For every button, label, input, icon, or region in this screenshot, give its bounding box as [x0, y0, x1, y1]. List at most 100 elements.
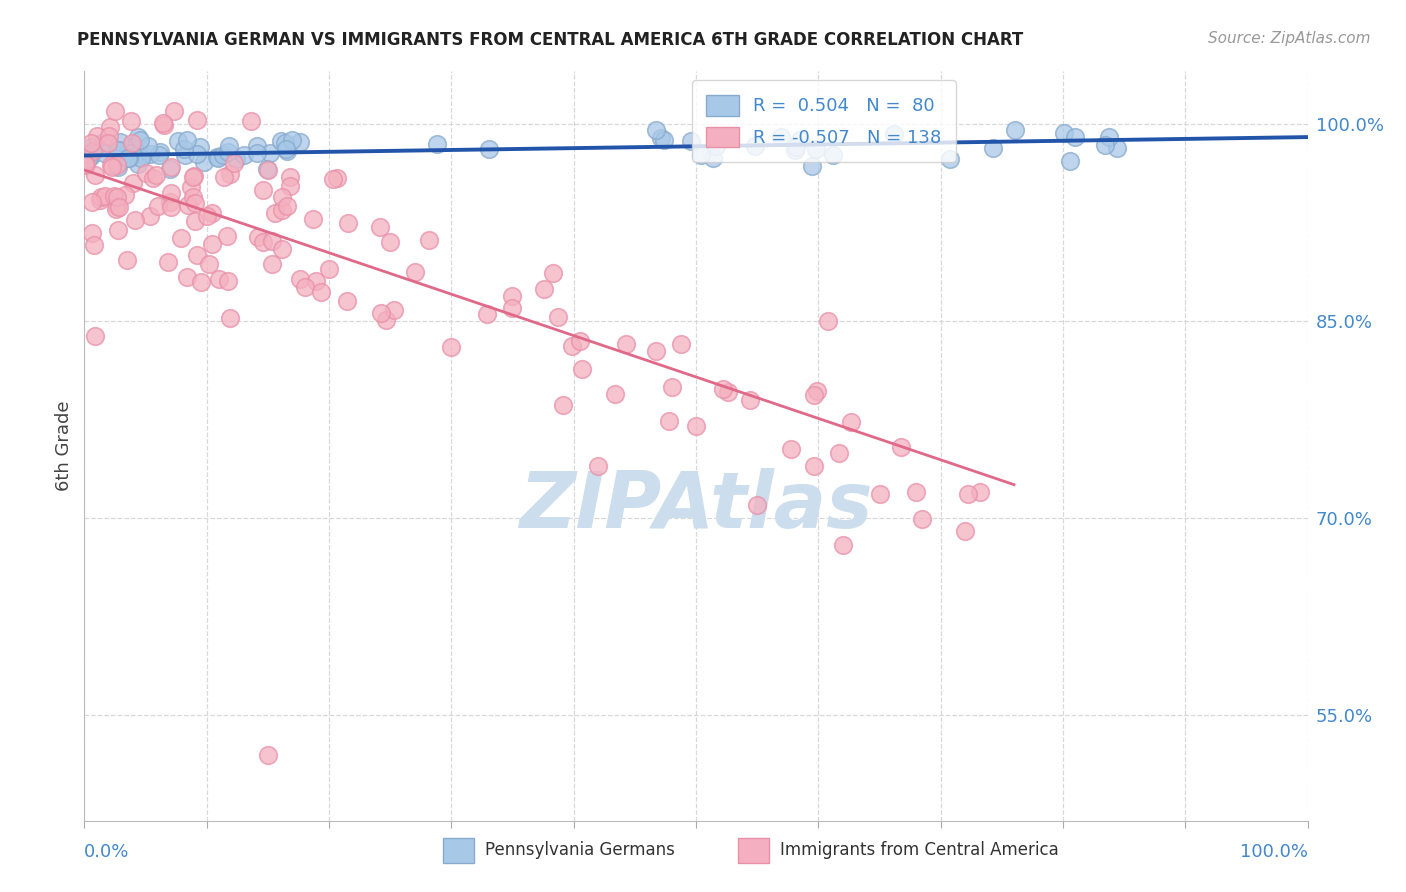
Point: [77, 146, 100, 161]
Point: [200, 205, 222, 219]
Point: [93, 146, 115, 161]
Point: [184, 213, 207, 227]
Point: [553, 398, 575, 412]
Point: [217, 274, 239, 288]
Point: [75, 157, 97, 171]
Point: [252, 235, 274, 249]
Point: [153, 118, 176, 132]
Point: [139, 210, 162, 224]
Point: [336, 294, 359, 309]
Point: [803, 388, 825, 402]
Point: [120, 114, 142, 128]
Point: [404, 265, 426, 279]
Point: [370, 306, 392, 320]
Point: [146, 199, 169, 213]
Point: [543, 267, 565, 281]
Point: [278, 169, 301, 184]
Point: [561, 338, 583, 352]
Point: [309, 285, 332, 300]
Point: [288, 136, 311, 150]
Point: [257, 747, 280, 762]
Point: [218, 139, 240, 153]
Point: [93, 189, 115, 203]
Point: [98, 128, 121, 143]
Point: [475, 307, 498, 321]
Point: [118, 152, 141, 166]
Point: [711, 382, 734, 396]
Point: [108, 143, 131, 157]
Point: [264, 205, 287, 219]
Point: [108, 135, 131, 149]
Point: [1098, 129, 1121, 144]
Point: [160, 186, 183, 201]
Point: [252, 183, 274, 197]
Point: [669, 336, 692, 351]
Point: [184, 196, 207, 211]
Point: [173, 148, 195, 162]
Point: [744, 139, 766, 153]
Point: [181, 169, 204, 184]
Point: [181, 190, 204, 204]
Point: [418, 233, 440, 247]
Point: [939, 153, 962, 167]
Point: [380, 235, 402, 250]
Point: [207, 150, 229, 164]
Point: [118, 146, 141, 161]
Point: [79, 136, 101, 150]
Point: [190, 276, 212, 290]
Point: [82, 144, 104, 158]
Point: [981, 141, 1004, 155]
Point: [80, 149, 103, 163]
Point: [839, 416, 862, 430]
Point: [188, 140, 211, 154]
Point: [198, 257, 221, 271]
Point: [785, 140, 807, 154]
Point: [80, 226, 103, 240]
Point: [702, 152, 724, 166]
Point: [145, 168, 167, 182]
Point: [747, 498, 769, 512]
Legend: R =  0.504   N =  80, R = -0.507   N = 138: R = 0.504 N = 80, R = -0.507 N = 138: [692, 80, 956, 161]
Point: [689, 148, 711, 162]
Point: [159, 200, 181, 214]
Point: [180, 179, 202, 194]
Point: [104, 202, 127, 216]
Point: [740, 392, 762, 407]
Point: [803, 458, 825, 473]
Point: [173, 142, 195, 156]
Point: [911, 512, 934, 526]
Point: [294, 280, 316, 294]
Point: [91, 136, 114, 150]
Point: [89, 193, 111, 207]
Point: [80, 194, 103, 209]
Point: [783, 144, 806, 158]
Point: [806, 142, 828, 156]
Point: [302, 211, 325, 226]
Point: [478, 142, 501, 156]
Point: [195, 209, 218, 223]
Point: [652, 133, 675, 147]
Point: [800, 159, 823, 173]
Point: [86, 128, 108, 143]
Point: [644, 343, 666, 358]
Point: [107, 143, 129, 157]
Point: [281, 133, 304, 147]
Point: [318, 261, 340, 276]
Point: [105, 158, 128, 172]
Point: [215, 228, 238, 243]
Point: [211, 147, 233, 161]
Point: [260, 257, 283, 271]
Point: [274, 142, 297, 156]
Point: [104, 103, 127, 118]
Point: [201, 237, 224, 252]
Point: [176, 269, 198, 284]
Point: [569, 334, 592, 349]
Point: [100, 120, 122, 135]
Point: [233, 148, 256, 162]
Text: 0.0%: 0.0%: [84, 843, 129, 861]
Point: [149, 145, 172, 159]
Point: [905, 485, 928, 500]
Point: [370, 219, 392, 234]
Point: [218, 167, 240, 181]
Point: [823, 147, 845, 161]
